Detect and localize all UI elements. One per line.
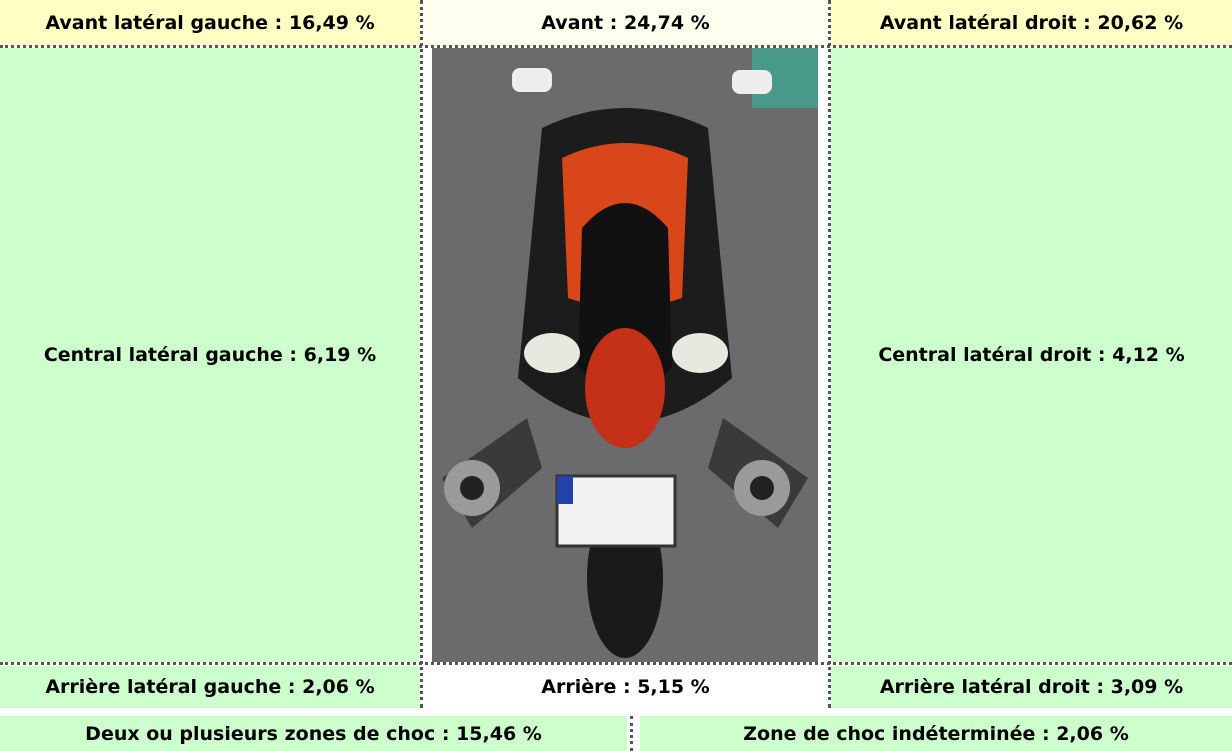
zone-label: Arrière latéral droit : 3,09 % [831, 666, 1232, 708]
zone-label: Central latéral gauche : 6,19 % [0, 48, 420, 662]
zone-label: Central latéral droit : 4,12 % [831, 48, 1232, 662]
zone-label: Deux ou plusieurs zones de choc : 15,46 … [0, 716, 627, 751]
zone-label: Arrière : 5,15 % [423, 666, 828, 708]
zone-label: Avant latéral droit : 20,62 % [831, 0, 1232, 45]
page: Avant latéral gauche : 16,49 % Avant : 2… [0, 0, 1232, 751]
divider [420, 0, 423, 708]
divider [0, 662, 1232, 665]
divider [630, 716, 633, 751]
zone-label: Avant latéral gauche : 16,49 % [0, 0, 420, 45]
zone-label: Zone de choc indéterminée : 2,06 % [640, 716, 1232, 751]
zone-label: Avant : 24,74 % [423, 0, 828, 45]
zone-label: Arrière latéral gauche : 2,06 % [0, 666, 420, 708]
divider [0, 45, 1232, 48]
motorcycle-photo [432, 48, 818, 662]
divider [828, 0, 831, 708]
